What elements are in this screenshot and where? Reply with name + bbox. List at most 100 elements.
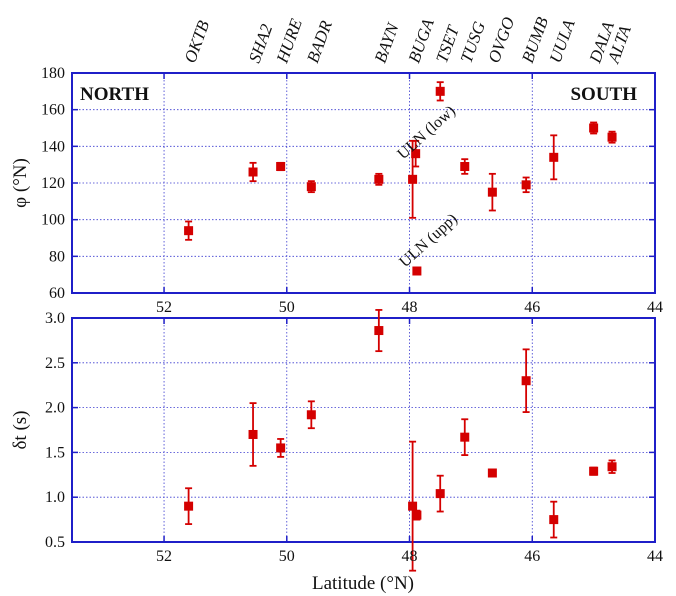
data-point <box>607 130 617 144</box>
data-marker <box>306 182 316 192</box>
data-point <box>248 161 258 183</box>
bottom-panel-frame <box>71 317 656 543</box>
data-point <box>412 266 422 276</box>
y-tick-label: 2.5 <box>45 355 65 372</box>
y-tick-label: 1.0 <box>45 489 65 506</box>
data-point <box>276 161 286 172</box>
y-tick-label: 3.0 <box>45 310 65 327</box>
x-tick-label: 50 <box>279 548 295 565</box>
y-tick-label: 160 <box>41 102 65 119</box>
data-point <box>607 459 617 474</box>
data-point <box>412 509 422 521</box>
top-y-ticks: 60 80 100 120 140 160 180 <box>41 65 655 302</box>
data-marker <box>408 501 418 511</box>
station-label: HURE <box>272 16 306 67</box>
y-tick-label: 100 <box>41 212 65 229</box>
data-marker <box>549 515 559 525</box>
y-tick-label: 180 <box>41 65 65 82</box>
x-tick-label: 50 <box>279 299 295 316</box>
data-marker <box>248 429 258 439</box>
data-point <box>306 180 316 194</box>
data-point <box>184 220 194 241</box>
bottom-panel: 0.5 1.0 1.5 2.0 2.5 3.0 52 50 48 46 44 δt (s) Lat… <box>10 309 663 594</box>
top-x-ticks: 52 50 48 46 44 <box>156 73 663 316</box>
station-label: OVGO <box>484 14 518 65</box>
x-tick-label: 44 <box>647 548 663 565</box>
data-point <box>589 121 599 135</box>
bottom-grid <box>72 318 655 542</box>
bottom-y-axis-title: δt (s) <box>10 410 31 449</box>
y-tick-label: 80 <box>49 248 65 265</box>
data-marker <box>607 462 617 472</box>
bottom-x-ticks: 52 50 48 46 44 <box>156 318 663 565</box>
data-marker <box>521 180 531 190</box>
top-panel: 60 80 100 120 140 160 180 52 50 48 46 44 φ (°N) NO… <box>10 65 663 316</box>
data-point <box>276 438 286 458</box>
x-tick-label: 48 <box>402 548 418 565</box>
data-marker <box>276 162 286 171</box>
data-marker <box>276 443 286 453</box>
data-point <box>184 487 194 525</box>
data-point <box>549 500 559 539</box>
x-tick-label: 48 <box>402 299 418 316</box>
data-marker <box>460 432 470 442</box>
y-tick-label: 140 <box>41 138 65 155</box>
north-label: NORTH <box>80 84 149 105</box>
data-marker <box>184 226 194 236</box>
data-point <box>411 139 421 168</box>
data-point <box>521 348 531 413</box>
data-marker <box>521 376 531 386</box>
y-tick-label: 120 <box>41 175 65 192</box>
y-tick-label: 2.0 <box>45 400 65 417</box>
data-marker <box>589 123 599 133</box>
top-series <box>184 81 617 276</box>
bottom-y-ticks: 0.5 1.0 1.5 2.0 2.5 3.0 <box>45 310 655 551</box>
station-label: OKTB <box>181 17 214 65</box>
station-label: BAYN <box>371 19 403 65</box>
x-tick-label: 52 <box>156 548 172 565</box>
data-point <box>435 474 445 513</box>
data-point <box>487 468 497 478</box>
data-marker <box>589 466 599 476</box>
data-marker <box>374 326 384 336</box>
data-point <box>248 402 258 467</box>
data-point <box>460 418 470 456</box>
data-marker <box>412 510 422 520</box>
uln-low-label: ULN (low) <box>394 102 459 163</box>
data-marker <box>435 86 445 96</box>
data-point <box>487 172 497 212</box>
data-point <box>521 176 531 194</box>
data-marker <box>435 489 445 499</box>
data-marker <box>248 167 258 177</box>
data-point <box>306 400 316 430</box>
data-marker <box>607 132 617 142</box>
x-tick-label: 44 <box>647 299 663 316</box>
data-point <box>460 158 470 175</box>
data-point <box>589 466 599 476</box>
data-point <box>374 309 384 353</box>
data-marker <box>549 152 559 162</box>
top-grid <box>72 73 655 293</box>
data-marker <box>306 410 316 420</box>
data-marker <box>487 468 497 478</box>
data-marker <box>460 162 470 171</box>
x-tick-label: 52 <box>156 299 172 316</box>
data-marker <box>184 501 194 511</box>
south-label: SOUTH <box>570 84 637 105</box>
y-tick-label: 1.5 <box>45 444 65 461</box>
data-marker <box>487 187 497 197</box>
top-y-axis-title: φ (°N) <box>10 158 31 208</box>
data-marker <box>374 174 384 184</box>
station-label: BADR <box>303 17 336 65</box>
y-tick-label: 0.5 <box>45 534 65 551</box>
x-axis-title: Latitude (°N) <box>312 573 414 594</box>
data-marker <box>411 149 421 159</box>
data-point <box>549 134 559 181</box>
y-tick-label: 60 <box>49 285 65 302</box>
data-point <box>408 440 418 572</box>
x-tick-label: 46 <box>524 299 540 316</box>
data-point <box>435 81 445 102</box>
data-marker <box>408 174 418 184</box>
